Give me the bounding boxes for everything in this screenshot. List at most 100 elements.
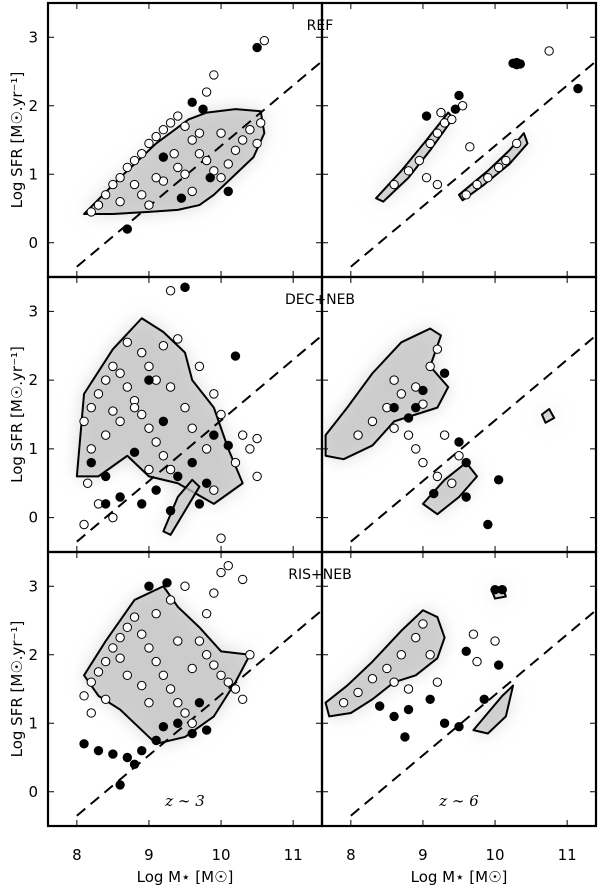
open-point: [201, 155, 212, 166]
filled-point: [137, 499, 147, 509]
open-point: [173, 334, 183, 344]
open-point: [79, 416, 89, 427]
open-point: [144, 361, 154, 372]
open-point: [237, 430, 248, 440]
filled-point: [425, 694, 435, 704]
filled-point: [151, 485, 161, 495]
open-point: [158, 341, 169, 351]
panel-bottom-left: [46, 550, 324, 828]
filled-point: [209, 430, 219, 440]
filled-point: [129, 447, 140, 458]
filled-point: [173, 471, 183, 482]
panel-top-right: [320, 1, 598, 279]
open-point: [216, 172, 226, 183]
filled-point: [144, 581, 154, 591]
open-point: [439, 430, 450, 440]
open-point: [187, 423, 197, 433]
y-tick-label: 3: [28, 28, 38, 46]
open-point: [169, 149, 179, 159]
open-point: [86, 708, 96, 718]
filled-point: [158, 416, 169, 427]
density-contour: [324, 327, 450, 461]
open-point: [237, 574, 248, 585]
filled-point: [403, 704, 414, 715]
filled-point: [439, 718, 450, 728]
open-point: [129, 179, 140, 190]
open-point: [173, 162, 183, 173]
open-point: [245, 125, 255, 135]
filled-point: [454, 90, 464, 101]
x-tick-label: 10: [486, 846, 505, 864]
open-point: [403, 684, 414, 694]
dashed-reference-line: [350, 60, 596, 268]
open-point: [389, 677, 399, 687]
open-point: [230, 684, 241, 694]
open-point: [100, 656, 111, 667]
filled-point: [450, 104, 461, 114]
axes-text-group: 0 1 2 3 Log SFR [M☉.yr⁻¹] REF 0 1 2 3 Log SFR [M☉.…: [8, 18, 577, 886]
open-point: [86, 444, 96, 454]
density-contour: [472, 684, 515, 735]
open-point: [256, 118, 266, 128]
open-point: [216, 409, 226, 420]
open-point: [151, 656, 161, 667]
open-point: [209, 389, 219, 399]
open-point: [230, 457, 241, 468]
open-point: [209, 588, 219, 598]
filled-point: [439, 368, 450, 378]
open-point: [245, 444, 255, 454]
filled-point: [490, 584, 500, 595]
open-point: [187, 135, 197, 145]
y-tick-label: 0: [28, 234, 38, 252]
open-point: [86, 402, 96, 413]
open-point: [158, 451, 169, 461]
open-point: [122, 670, 133, 680]
filled-point: [418, 385, 428, 396]
open-point: [115, 196, 125, 207]
open-point: [100, 375, 111, 385]
density-contour: [83, 585, 251, 745]
y-tick-label: 0: [28, 509, 38, 527]
filled-point: [573, 83, 583, 94]
open-point: [115, 632, 125, 643]
filled-point: [461, 646, 471, 657]
open-point: [223, 159, 233, 169]
filled-point: [374, 701, 385, 711]
open-point: [201, 87, 212, 97]
open-point: [187, 663, 197, 674]
open-point: [472, 656, 482, 667]
open-point: [353, 430, 363, 440]
open-point: [108, 179, 118, 190]
open-point: [144, 200, 154, 210]
open-point: [151, 131, 161, 142]
open-point: [165, 286, 176, 296]
y-axis-label: Log SFR [M☉.yr⁻¹]: [8, 346, 26, 483]
filled-point: [144, 375, 154, 385]
open-point: [367, 674, 378, 684]
open-point: [129, 155, 140, 166]
filled-point: [511, 59, 522, 70]
panel-model-label: REF: [307, 18, 334, 34]
open-point: [137, 190, 147, 200]
filled-point: [201, 478, 212, 488]
open-point: [158, 670, 169, 680]
open-point: [432, 344, 443, 354]
open-point: [79, 519, 89, 530]
open-point: [447, 114, 457, 125]
open-point: [194, 128, 205, 138]
y-tick-label: 0: [28, 783, 38, 801]
filled-point: [158, 152, 169, 162]
open-point: [396, 650, 407, 660]
open-point: [108, 361, 118, 372]
filled-point: [411, 402, 421, 413]
filled-point: [173, 718, 183, 728]
filled-point: [493, 660, 504, 670]
y-tick-label: 3: [28, 302, 38, 320]
open-point: [411, 632, 421, 643]
filled-point: [198, 104, 208, 114]
open-point: [425, 650, 435, 660]
open-point: [194, 636, 205, 646]
open-point: [425, 361, 435, 372]
filled-point: [158, 721, 169, 732]
open-point: [245, 650, 255, 660]
